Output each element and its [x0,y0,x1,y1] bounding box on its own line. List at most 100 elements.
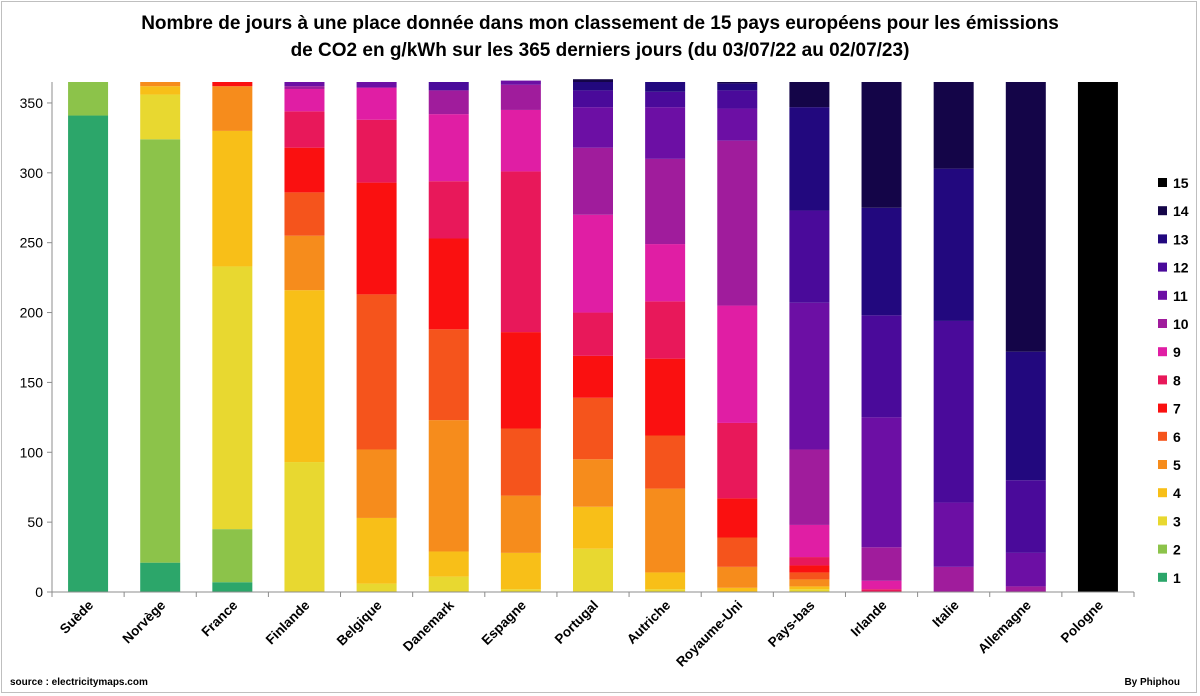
bar-segment [717,566,758,588]
y-tick-label: 250 [20,235,44,251]
bar-segment [140,86,181,95]
bar-segment [356,294,397,450]
bar-segment [500,84,541,110]
bar-segment [573,548,613,592]
bar-segment [717,305,758,423]
bar-segment [1005,351,1046,481]
legend-swatch [1158,234,1167,244]
bar-segment [789,589,830,592]
bar-segment [789,210,830,303]
bar-segment [573,107,613,148]
bar-segment [861,547,902,581]
bar-segment [645,82,686,92]
bar-segment [284,290,325,463]
bar-segment [573,147,613,215]
bar-segment [717,498,758,538]
legend-label: 15 [1173,175,1189,191]
bar-segment [428,329,469,421]
legend-label: 2 [1173,542,1181,558]
bar-segment [1005,552,1046,587]
legend-label: 13 [1173,231,1189,247]
bar-segment [933,82,974,169]
x-tick-label: Finlande [263,597,313,647]
bar-segment [284,111,325,148]
bar-segment [573,214,613,313]
legend-label: 11 [1173,288,1188,304]
bar-segment [356,82,397,88]
x-tick-label: Suède [57,597,97,637]
bar-segment [212,130,253,267]
x-tick-label: Belgique [334,597,385,648]
legend-swatch [1158,206,1167,216]
legend-swatch [1158,290,1167,300]
y-tick-label: 300 [20,165,44,181]
bar-segment [428,90,469,115]
bar-segment [573,312,613,356]
x-tick-label: Autriche [624,597,674,647]
legend-swatch [1158,375,1167,385]
bar-segment [933,168,974,321]
bar-segment [500,171,541,333]
bar-segment [717,108,758,141]
bar-segment [933,502,974,567]
bar-segment [645,301,686,359]
bar-segment [356,449,397,518]
bar-segment [284,82,325,87]
bar-segment [1077,82,1118,592]
y-tick-label: 200 [20,305,44,321]
legend-swatch [1158,572,1167,582]
bar-segment [1005,586,1046,592]
bar-segment [789,107,830,211]
x-tick-label: Pologne [1058,597,1107,646]
x-tick-label: Danemark [400,597,457,654]
legend-swatch [1158,319,1167,328]
bar-segment [284,86,325,89]
bar-segment [212,266,253,530]
legend-swatch [1158,431,1167,441]
bar-segment [284,235,325,291]
bar-segment [500,552,541,590]
legend-swatch [1158,544,1167,554]
bar-segment [933,320,974,503]
legend: 15 14 13 12 11 10 9 8 7 6 5 4 3 2 1 [1158,175,1189,586]
bar-segment [500,428,541,496]
legend-label: 5 [1173,457,1181,473]
legend-label: 9 [1173,344,1181,360]
bar-segment [500,80,541,85]
bar-segment [789,449,830,525]
bar-segment [645,158,686,245]
bar-segment [140,94,181,140]
y-tick-label: 50 [27,514,43,530]
bar-segment [140,562,181,592]
legend-label: 8 [1173,372,1181,388]
bar-segment [789,524,830,558]
plot-area [68,79,1118,593]
bar-segment [645,107,686,159]
bar-segment [789,565,830,573]
bar-segment [573,355,613,398]
bar-segment [717,140,758,306]
x-tick-label: Royaume-Uni [673,598,745,670]
bar-segment [645,435,686,489]
legend-swatch [1158,178,1167,187]
bar-segment [356,119,397,183]
legend-label: 3 [1173,513,1181,529]
bar-segment [861,417,902,548]
bar-segment [428,82,469,91]
bar-segment [789,579,830,587]
bar-segment [573,79,613,82]
bar-segment [861,580,902,590]
bar-segment [428,420,469,552]
bar-segment [500,332,541,429]
bar-segment [789,586,830,590]
y-tick-label: 150 [20,374,44,390]
bar-segment [861,589,902,592]
bar-segment [284,147,325,193]
legend-label: 12 [1173,260,1189,276]
x-tick-label: Portugal [552,598,601,647]
bar-segment [573,506,613,549]
legend-label: 7 [1173,401,1181,417]
bar-segment [428,181,469,239]
